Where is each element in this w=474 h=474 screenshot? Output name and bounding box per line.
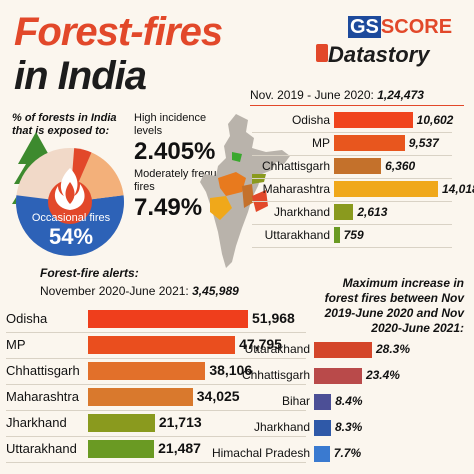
brand-datastory: Datastory bbox=[328, 42, 430, 67]
bar-value: 8.3% bbox=[335, 420, 363, 434]
book-icon bbox=[316, 44, 328, 62]
bar bbox=[314, 446, 330, 462]
chart-alerts-2020-2021: Odisha 51,968 MP 47,795 Chhattisgarh 38,106 Ma… bbox=[0, 304, 312, 474]
bar-label: Maharashtra bbox=[262, 182, 330, 196]
page-title: Forest-fires bbox=[14, 10, 223, 54]
row-divider bbox=[6, 358, 306, 359]
section2-heading: Forest-fire alerts: bbox=[40, 266, 139, 280]
bar bbox=[314, 420, 331, 436]
bar-value: 6,360 bbox=[385, 159, 416, 173]
pie-slice-occasional bbox=[16, 195, 124, 256]
moderate-value: 7.49% bbox=[134, 194, 203, 221]
brand-logo: GS SCORE bbox=[348, 16, 452, 39]
bar-label: Uttarakhand bbox=[264, 228, 330, 242]
bar-label: Odisha bbox=[6, 311, 48, 326]
fire-icon bbox=[54, 168, 85, 210]
bar-label: Jharkhand bbox=[253, 420, 310, 434]
row-divider bbox=[6, 384, 306, 385]
row-divider bbox=[6, 436, 306, 437]
bar bbox=[334, 204, 354, 220]
section1-total: 1,24,473 bbox=[377, 88, 424, 102]
row-divider bbox=[252, 246, 452, 248]
bar bbox=[88, 414, 155, 432]
section2-period: November 2020-June 2021: bbox=[40, 284, 189, 298]
row-divider bbox=[252, 223, 452, 225]
section2-subheading: November 2020-June 2021: 3,45,989 bbox=[40, 284, 239, 298]
bar-value: 47,795 bbox=[239, 336, 282, 352]
bar-value: 759 bbox=[343, 228, 364, 242]
bar-label: Chhattisgarh bbox=[6, 363, 80, 378]
pie-intro: % of forests in India that is exposed to… bbox=[12, 112, 117, 137]
page-subtitle: in India bbox=[14, 54, 147, 98]
bar-label: Maharashtra bbox=[6, 389, 79, 404]
section1-divider bbox=[250, 105, 464, 106]
row-divider bbox=[6, 462, 306, 463]
high-incidence-value: 2.405% bbox=[134, 138, 216, 165]
bar bbox=[334, 135, 405, 151]
bar-value: 10,602 bbox=[416, 113, 454, 127]
bar bbox=[88, 310, 248, 328]
bar-label: Uttarakhand bbox=[6, 441, 77, 456]
row-divider bbox=[6, 410, 306, 411]
bar-label: Chhattisgarh bbox=[261, 159, 330, 173]
bar-label: Bihar bbox=[281, 394, 310, 408]
brand-gs: GS bbox=[348, 16, 381, 38]
bar-value: 2,613 bbox=[357, 205, 388, 219]
row-divider bbox=[252, 177, 452, 179]
occasional-value: 54% bbox=[48, 224, 94, 249]
row-divider bbox=[252, 131, 452, 133]
chart-2019-2020: Odisha 10,602 MP 9,537 Chhattisgarh 6,360 Maha… bbox=[232, 108, 474, 258]
bar-value: 14,018 bbox=[442, 182, 474, 196]
bar-value: 21,713 bbox=[158, 414, 202, 430]
bar-value: 8.4% bbox=[335, 394, 363, 408]
bar bbox=[334, 227, 340, 243]
bar bbox=[314, 342, 372, 358]
bar bbox=[334, 181, 438, 197]
bar bbox=[314, 368, 362, 384]
bar-label: Jharkhand bbox=[6, 415, 67, 430]
bar-value: 23.4% bbox=[365, 368, 400, 382]
bar bbox=[88, 388, 193, 406]
bar bbox=[334, 158, 382, 174]
bar-label: MP bbox=[312, 136, 330, 150]
bar-value: 38,106 bbox=[209, 362, 253, 378]
bar-value: 28.3% bbox=[376, 342, 411, 356]
section3-heading: Maximum increase in forest fires between… bbox=[324, 276, 464, 335]
section2-total: 3,45,989 bbox=[192, 284, 239, 298]
bar bbox=[88, 336, 236, 354]
row-divider bbox=[252, 154, 452, 156]
chart-max-increase: Uttarakhand 28.3% Chhattisgarh 23.4% Bihar 8.… bbox=[212, 336, 472, 472]
bar-value: 34,025 bbox=[196, 388, 240, 404]
bar-value: 21,487 bbox=[158, 440, 201, 456]
bar-value: 7.7% bbox=[333, 446, 362, 460]
section1-heading: Nov. 2019 - June 2020: 1,24,473 bbox=[250, 88, 424, 102]
bar-value: 9,537 bbox=[408, 136, 439, 150]
section1-period: Nov. 2019 - June 2020: bbox=[250, 88, 374, 102]
row-divider bbox=[252, 200, 452, 202]
brand-score: SCORE bbox=[380, 16, 453, 38]
occasional-label: Occasional fires bbox=[31, 212, 111, 224]
bar-value: 51,968 bbox=[252, 310, 295, 326]
bar-label: Uttarakhand bbox=[244, 342, 310, 356]
bar bbox=[88, 440, 155, 458]
bar-label: Himachal Pradesh bbox=[211, 446, 310, 460]
high-incidence-label: High incidence levels bbox=[134, 112, 207, 137]
bar bbox=[314, 394, 332, 410]
row-divider bbox=[6, 332, 306, 333]
bar-label: Odisha bbox=[291, 113, 330, 127]
bar-label: MP bbox=[6, 337, 26, 352]
bar bbox=[88, 362, 206, 380]
exposure-pie-chart bbox=[12, 132, 124, 256]
bar-label: Jharkhand bbox=[273, 205, 330, 219]
bar bbox=[334, 112, 413, 128]
bar-label: Chhattisgarh bbox=[241, 368, 310, 382]
